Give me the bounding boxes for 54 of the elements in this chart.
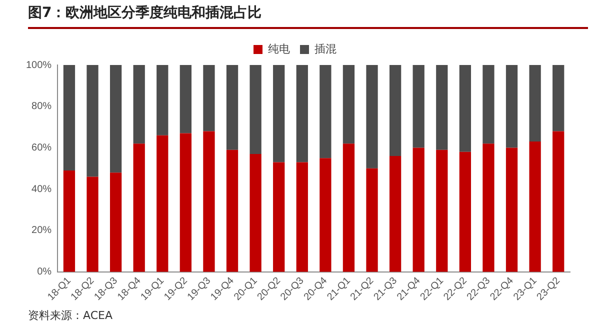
bar (133, 65, 145, 144)
bar (412, 148, 424, 272)
bar (273, 162, 285, 272)
bar (482, 144, 494, 272)
y-tick-label: 100% (26, 60, 52, 71)
bar (110, 172, 122, 272)
bar (133, 144, 145, 272)
bar (180, 133, 192, 272)
bar (180, 65, 192, 134)
chart-title: 图7：欧洲地区分季度纯电和插混占比 (28, 4, 262, 22)
bar (529, 65, 541, 142)
bar (63, 65, 76, 170)
bar (412, 65, 424, 148)
bar (86, 65, 98, 177)
bar (250, 65, 262, 154)
bar (203, 65, 215, 132)
y-tick-label: 20% (32, 225, 52, 236)
bar (110, 65, 122, 173)
bar (482, 65, 494, 144)
bar (342, 65, 355, 144)
bar (529, 142, 541, 272)
bar (63, 170, 76, 272)
bar (203, 131, 215, 272)
bar (320, 65, 332, 158)
bar (342, 144, 355, 272)
legend-label: 插混 (314, 44, 336, 56)
bar (226, 65, 238, 150)
y-tick-label: 40% (32, 184, 52, 195)
bar (250, 154, 262, 272)
y-tick-label: 0% (37, 266, 52, 278)
bar (366, 168, 378, 272)
y-tick-label: 80% (32, 101, 52, 112)
bar (506, 148, 518, 272)
bar (296, 65, 308, 162)
bar (86, 176, 98, 272)
bar (156, 135, 168, 272)
bar (226, 150, 238, 272)
bar (389, 156, 402, 272)
bar (273, 65, 285, 162)
bar (436, 150, 448, 272)
bar (320, 158, 332, 272)
bar (296, 162, 308, 272)
bar (389, 65, 402, 156)
bar (366, 65, 378, 168)
bar (459, 152, 472, 272)
bar (459, 65, 472, 152)
legend-label: 纯电 (268, 42, 290, 56)
y-tick-label: 60% (32, 142, 52, 154)
bar (156, 65, 168, 136)
bar (506, 65, 518, 148)
bar (552, 65, 564, 132)
text: 资料来源：ACEA (28, 308, 112, 323)
bar (552, 131, 564, 272)
bar (436, 65, 448, 150)
